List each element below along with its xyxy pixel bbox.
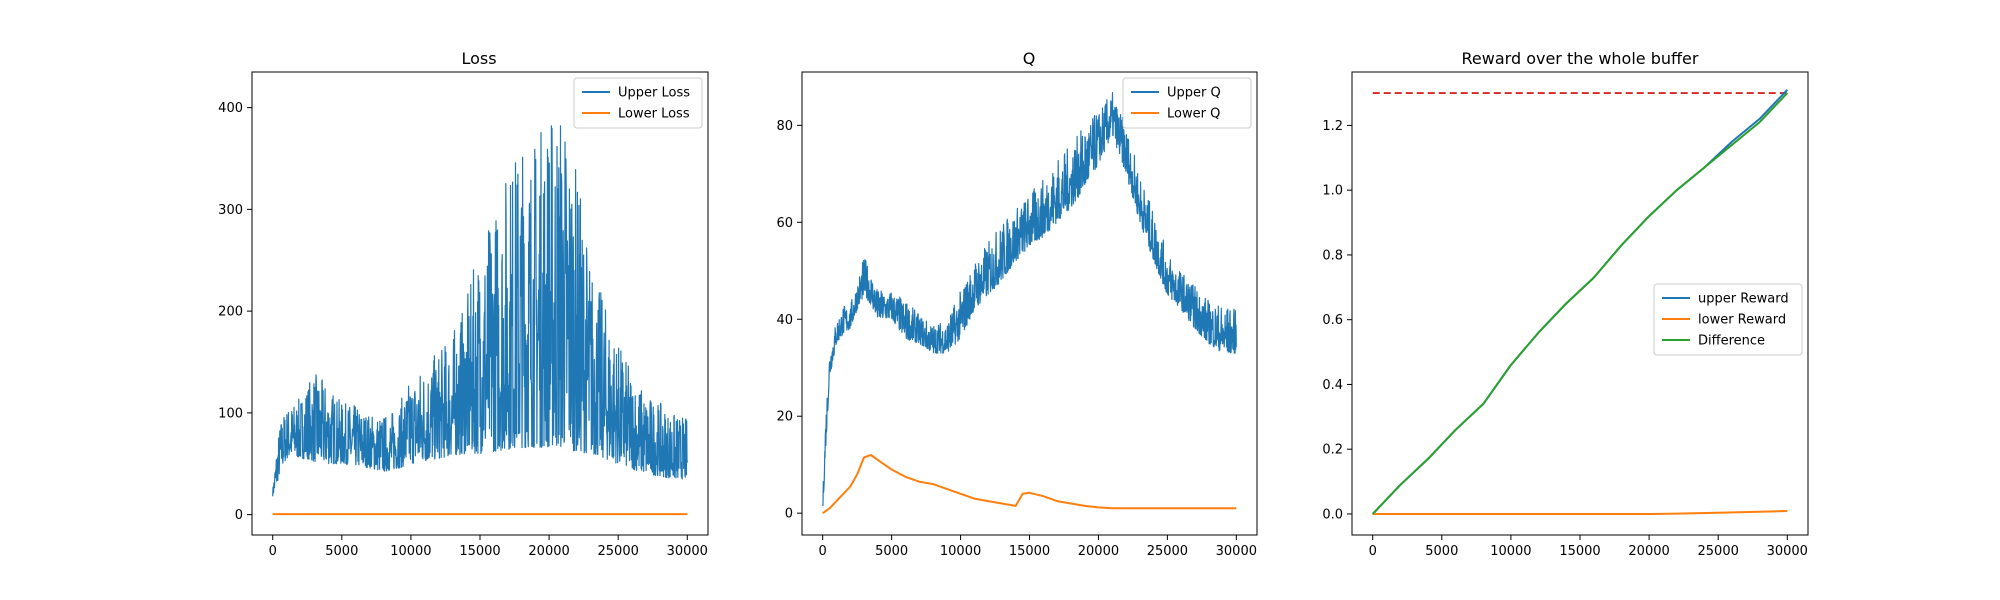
chart-title: Loss bbox=[461, 49, 496, 68]
x-tick-label: 25000 bbox=[1147, 544, 1188, 559]
series-line bbox=[822, 92, 1237, 507]
series-line bbox=[272, 125, 688, 497]
y-tick-label: 200 bbox=[218, 305, 243, 320]
chart-title: Q bbox=[1023, 49, 1036, 68]
legend-label: Upper Q bbox=[1167, 86, 1221, 101]
y-tick-label: 40 bbox=[776, 313, 793, 328]
x-tick-label: 10000 bbox=[1490, 544, 1531, 559]
y-tick-label: 80 bbox=[776, 119, 793, 134]
legend-box bbox=[1122, 77, 1252, 129]
chart-title: Reward over the whole buffer bbox=[1462, 49, 1699, 68]
y-axis: 0 20 40 60 80 bbox=[776, 119, 802, 522]
x-axis: 0 5000 10000 15000 20000 25000 30000 bbox=[269, 535, 708, 559]
legend-label: Lower Loss bbox=[618, 107, 690, 122]
x-tick-label: 20000 bbox=[1628, 544, 1669, 559]
x-tick-label: 15000 bbox=[1559, 544, 1600, 559]
series-layer bbox=[822, 92, 1237, 515]
x-tick-label: 0 bbox=[819, 544, 827, 559]
chart-reward: Reward over the whole buffer 0 5000 10000 1… bbox=[1322, 49, 1809, 559]
y-tick-label: 100 bbox=[218, 406, 243, 421]
y-tick-label: 400 bbox=[218, 101, 243, 116]
x-tick-label: 5000 bbox=[1425, 544, 1458, 559]
series-layer bbox=[1371, 89, 1789, 515]
legend-label: lower Reward bbox=[1698, 313, 1786, 328]
y-tick-label: 20 bbox=[776, 410, 793, 425]
x-tick-label: 0 bbox=[1369, 544, 1377, 559]
x-tick-label: 20000 bbox=[528, 544, 569, 559]
y-tick-label: 0 bbox=[785, 507, 793, 522]
series-line bbox=[1372, 510, 1788, 515]
x-tick-label: 20000 bbox=[1078, 544, 1119, 559]
y-tick-label: 60 bbox=[776, 216, 793, 231]
y-tick-label: 0.2 bbox=[1322, 443, 1343, 458]
y-axis: 0.0 0.2 0.4 0.6 0.8 1.0 1.2 bbox=[1322, 119, 1352, 522]
legend-box bbox=[573, 77, 703, 129]
legend-label: Difference bbox=[1698, 334, 1765, 349]
y-axis: 0 100 200 300 400 bbox=[218, 101, 252, 523]
y-tick-label: 1.2 bbox=[1322, 119, 1343, 134]
x-tick-label: 10000 bbox=[390, 544, 431, 559]
y-tick-label: 0.8 bbox=[1322, 248, 1343, 263]
x-tick-label: 5000 bbox=[875, 544, 908, 559]
x-tick-label: 25000 bbox=[1698, 544, 1739, 559]
legend: upper Reward lower Reward Difference bbox=[1653, 283, 1803, 356]
chart-loss: Loss 0 5000 10000 15000 20000 25000 30000 0 100 2… bbox=[218, 49, 709, 559]
x-tick-label: 10000 bbox=[940, 544, 981, 559]
x-axis: 0 5000 10000 15000 20000 25000 30000 bbox=[819, 535, 1257, 559]
y-tick-label: 0 bbox=[235, 508, 243, 523]
series-line bbox=[1371, 92, 1789, 515]
x-tick-label: 30000 bbox=[1216, 544, 1257, 559]
x-tick-label: 30000 bbox=[667, 544, 708, 559]
x-tick-label: 0 bbox=[269, 544, 277, 559]
y-tick-label: 0.0 bbox=[1322, 507, 1343, 522]
x-tick-label: 30000 bbox=[1767, 544, 1808, 559]
series-line bbox=[822, 454, 1237, 515]
legend-label: Lower Q bbox=[1167, 107, 1220, 122]
x-tick-label: 5000 bbox=[325, 544, 358, 559]
y-tick-label: 300 bbox=[218, 203, 243, 218]
x-tick-label: 15000 bbox=[1009, 544, 1050, 559]
series-layer bbox=[272, 125, 688, 516]
chart-q: Q 0 5000 10000 15000 20000 25000 30000 0 20 40 60 8… bbox=[776, 49, 1258, 559]
legend-label: Upper Loss bbox=[618, 86, 690, 101]
legend: Upper Loss Lower Loss bbox=[573, 77, 703, 129]
legend-label: upper Reward bbox=[1698, 292, 1789, 307]
y-tick-label: 0.6 bbox=[1322, 313, 1343, 328]
x-tick-label: 25000 bbox=[598, 544, 639, 559]
x-axis: 0 5000 10000 15000 20000 25000 30000 bbox=[1369, 535, 1808, 559]
y-tick-label: 0.4 bbox=[1322, 378, 1343, 393]
x-tick-label: 15000 bbox=[459, 544, 500, 559]
legend: Upper Q Lower Q bbox=[1122, 77, 1252, 129]
legend-box bbox=[1653, 283, 1803, 356]
y-tick-label: 1.0 bbox=[1322, 184, 1343, 199]
